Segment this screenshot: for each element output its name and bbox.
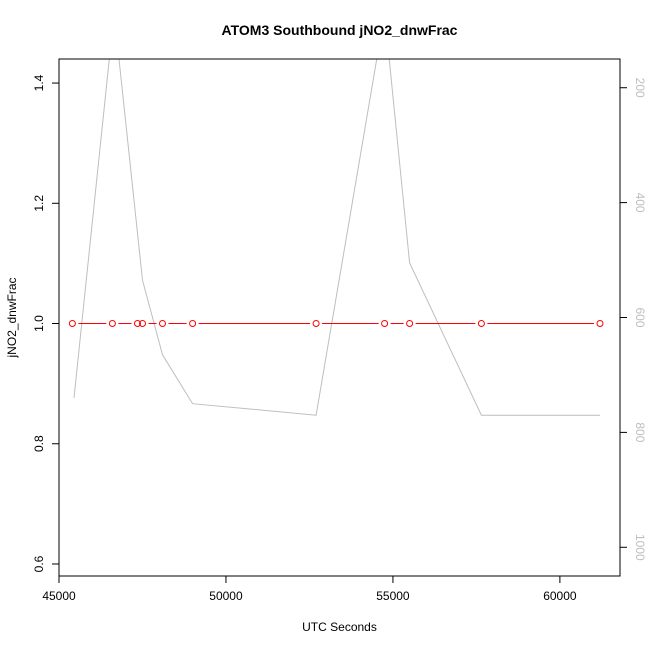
- x-tick-label: 55000: [376, 589, 410, 603]
- y-axis: 0.6 0.8 1.0 1.2 1.4: [32, 74, 59, 572]
- series-left-point: [596, 320, 604, 327]
- data-layer: [68, 59, 604, 416]
- chart-title: ATOM3 Southbound jNO2_dnwFrac: [222, 22, 458, 38]
- series-left-point: [189, 320, 197, 327]
- series-left-point: [134, 320, 141, 327]
- y-tick-label: 1.2: [32, 195, 46, 212]
- series-left-point: [381, 320, 389, 327]
- y2-tick-label: 1000: [633, 534, 647, 561]
- x-axis: 45000 50000 55000 60000: [42, 575, 577, 603]
- y-tick-label: 0.8: [32, 435, 46, 452]
- series-left-point: [159, 320, 166, 327]
- plot-frame: [58, 58, 621, 577]
- series-left-point: [406, 320, 414, 327]
- y2-tick-label: 200: [633, 78, 647, 98]
- series-left-point: [139, 320, 146, 327]
- y-tick-label: 1.0: [32, 315, 46, 332]
- x-tick-label: 60000: [543, 589, 577, 603]
- x-tick-label: 45000: [42, 589, 76, 603]
- series-left-point: [108, 320, 116, 327]
- series-left-point: [68, 320, 76, 327]
- series-left-point: [312, 320, 320, 327]
- y-tick-label: 0.6: [32, 555, 46, 572]
- y2-axis: 200 400 600 800 1000: [620, 78, 647, 561]
- y2-tick-label: 400: [633, 193, 647, 213]
- series-right-line: [73, 59, 600, 416]
- y2-tick-label: 800: [633, 422, 647, 442]
- y-axis-label: jNO2_dnwFrac: [5, 277, 19, 358]
- y-tick-label: 1.4: [32, 74, 46, 91]
- x-axis-label: UTC Seconds: [302, 620, 377, 634]
- y2-tick-label: 600: [633, 307, 647, 327]
- series-left-point: [477, 320, 485, 327]
- x-tick-label: 50000: [209, 589, 243, 603]
